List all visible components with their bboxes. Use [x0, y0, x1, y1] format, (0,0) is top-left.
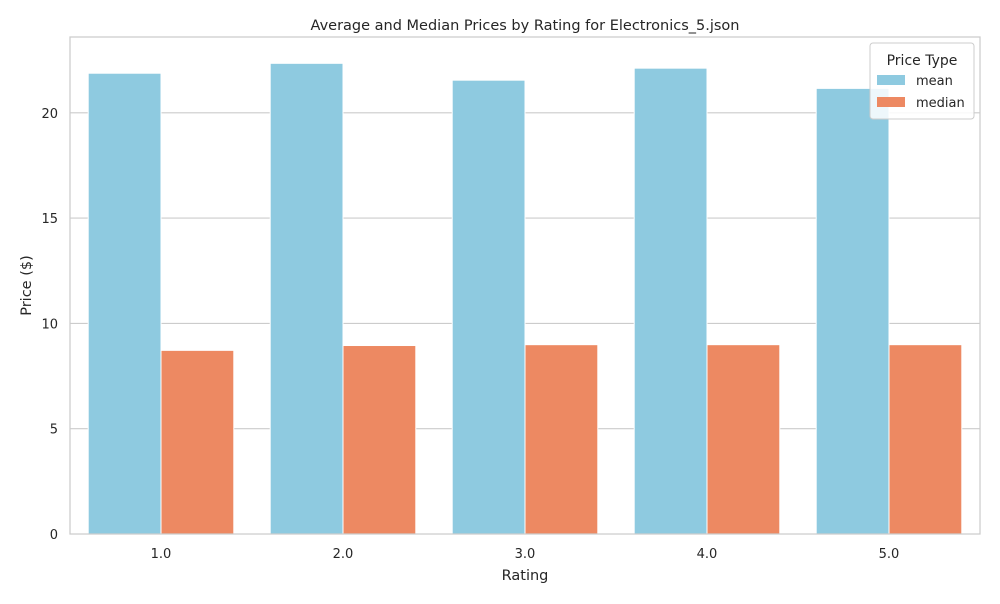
bar-mean-4.0	[633, 67, 708, 535]
bar-mean-1.0	[87, 72, 162, 535]
bar-median-5.0	[888, 344, 963, 535]
bar-median-4.0	[706, 344, 781, 535]
chart-title: Average and Median Prices by Rating for …	[311, 18, 740, 34]
x-tick-label: 5.0	[879, 547, 900, 562]
plot-frame	[69, 36, 981, 535]
x-tick-label: 2.0	[333, 547, 354, 562]
x-tick-label: 4.0	[697, 547, 718, 562]
y-tick-label: 5	[50, 423, 58, 438]
y-tick-label: 20	[41, 107, 58, 122]
bar-median-3.0	[524, 344, 599, 535]
y-tick-label: 10	[41, 317, 58, 332]
y-tick-label: 15	[41, 212, 58, 227]
y-axis-label: Price ($)	[19, 255, 35, 316]
bar-mean-2.0	[269, 62, 344, 535]
bar-median-1.0	[160, 349, 235, 535]
bar-mean-5.0	[815, 87, 890, 535]
legend-label-median: median	[916, 96, 965, 111]
y-tick-labels: 0 5 10 15 20	[41, 107, 58, 543]
legend: Price Type mean median	[869, 42, 975, 120]
x-tick-labels: 1.0 2.0 3.0 4.0 5.0	[151, 547, 900, 562]
legend-swatch-mean	[877, 75, 905, 85]
x-tick-label: 3.0	[515, 547, 536, 562]
bar-mean-3.0	[451, 79, 526, 535]
legend-title: Price Type	[887, 53, 958, 69]
x-axis-label: Rating	[502, 568, 549, 584]
x-tick-label: 1.0	[151, 547, 172, 562]
legend-label-mean: mean	[916, 74, 953, 89]
y-tick-label: 0	[50, 528, 58, 543]
bars	[87, 62, 963, 535]
bar-median-2.0	[342, 345, 417, 535]
legend-swatch-median	[877, 97, 905, 107]
